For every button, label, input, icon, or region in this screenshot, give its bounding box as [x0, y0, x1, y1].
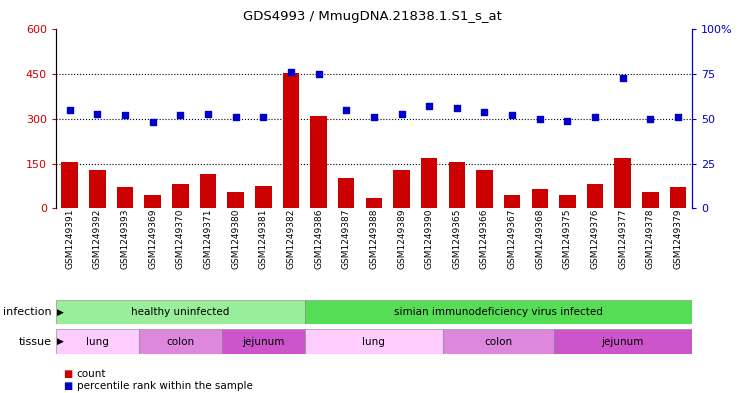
Point: [64, 107, 76, 113]
Text: jejunum: jejunum: [602, 336, 644, 347]
Text: GSM1249389: GSM1249389: [397, 208, 406, 269]
Text: GSM1249371: GSM1249371: [203, 208, 213, 269]
Point: [672, 114, 684, 120]
Bar: [144, 195, 161, 208]
Bar: [443, 329, 554, 354]
Point: [119, 112, 131, 118]
Bar: [56, 300, 305, 324]
Bar: [670, 187, 687, 208]
Text: ■: ■: [63, 369, 72, 379]
Text: GSM1249381: GSM1249381: [259, 208, 268, 269]
Bar: [504, 195, 521, 208]
Point: [451, 105, 463, 111]
Bar: [227, 192, 244, 208]
Text: GSM1249387: GSM1249387: [341, 208, 350, 269]
Point: [312, 71, 324, 77]
Point: [423, 103, 435, 110]
Text: GSM1249367: GSM1249367: [507, 208, 516, 269]
Bar: [338, 178, 354, 208]
Bar: [476, 169, 493, 208]
Bar: [255, 186, 272, 208]
Text: jejunum: jejunum: [242, 336, 284, 347]
Text: GSM1249386: GSM1249386: [314, 208, 323, 269]
Text: GSM1249366: GSM1249366: [480, 208, 489, 269]
Bar: [642, 192, 658, 208]
Text: GSM1249369: GSM1249369: [148, 208, 157, 269]
Text: lung: lung: [362, 336, 385, 347]
Point: [589, 114, 601, 120]
Bar: [531, 189, 548, 208]
Bar: [61, 162, 78, 208]
Point: [202, 110, 214, 117]
Text: tissue: tissue: [19, 336, 52, 347]
Bar: [615, 158, 631, 208]
Bar: [199, 174, 217, 208]
Text: GSM1249379: GSM1249379: [673, 208, 682, 269]
Text: colon: colon: [166, 336, 194, 347]
Point: [396, 110, 408, 117]
Text: GDS4993 / MmugDNA.21838.1.S1_s_at: GDS4993 / MmugDNA.21838.1.S1_s_at: [243, 10, 501, 23]
Text: GSM1249368: GSM1249368: [535, 208, 545, 269]
Text: colon: colon: [484, 336, 513, 347]
Text: GSM1249391: GSM1249391: [65, 208, 74, 269]
Bar: [305, 329, 443, 354]
Point: [174, 112, 186, 118]
Bar: [283, 73, 299, 208]
Point: [617, 75, 629, 81]
Text: GSM1249375: GSM1249375: [563, 208, 572, 269]
Text: GSM1249365: GSM1249365: [452, 208, 461, 269]
Text: GSM1249388: GSM1249388: [369, 208, 379, 269]
Bar: [554, 329, 692, 354]
Point: [644, 116, 656, 122]
Text: GSM1249377: GSM1249377: [618, 208, 627, 269]
Text: ▶: ▶: [57, 337, 64, 346]
Point: [562, 118, 574, 124]
Bar: [421, 158, 437, 208]
Bar: [394, 169, 410, 208]
Point: [368, 114, 380, 120]
Text: GSM1249370: GSM1249370: [176, 208, 185, 269]
Bar: [139, 329, 222, 354]
Text: GSM1249393: GSM1249393: [121, 208, 129, 269]
Point: [92, 110, 103, 117]
Bar: [310, 116, 327, 208]
Bar: [305, 300, 692, 324]
Text: ▶: ▶: [57, 308, 64, 316]
Text: GSM1249382: GSM1249382: [286, 208, 295, 269]
Point: [506, 112, 518, 118]
Bar: [449, 162, 465, 208]
Text: GSM1249392: GSM1249392: [93, 208, 102, 269]
Point: [478, 108, 490, 115]
Text: ■: ■: [63, 381, 72, 391]
Bar: [365, 198, 382, 208]
Bar: [56, 329, 139, 354]
Point: [147, 119, 158, 126]
Bar: [222, 329, 305, 354]
Bar: [117, 187, 133, 208]
Point: [230, 114, 242, 120]
Text: infection: infection: [4, 307, 52, 317]
Point: [534, 116, 546, 122]
Bar: [89, 169, 106, 208]
Bar: [172, 184, 188, 208]
Text: simian immunodeficiency virus infected: simian immunodeficiency virus infected: [394, 307, 603, 317]
Point: [257, 114, 269, 120]
Text: GSM1249378: GSM1249378: [646, 208, 655, 269]
Bar: [587, 184, 603, 208]
Text: GSM1249376: GSM1249376: [591, 208, 600, 269]
Point: [285, 69, 297, 75]
Text: healthy uninfected: healthy uninfected: [131, 307, 229, 317]
Point: [340, 107, 352, 113]
Text: percentile rank within the sample: percentile rank within the sample: [77, 381, 252, 391]
Text: count: count: [77, 369, 106, 379]
Text: GSM1249380: GSM1249380: [231, 208, 240, 269]
Text: lung: lung: [86, 336, 109, 347]
Text: GSM1249390: GSM1249390: [425, 208, 434, 269]
Bar: [559, 195, 576, 208]
